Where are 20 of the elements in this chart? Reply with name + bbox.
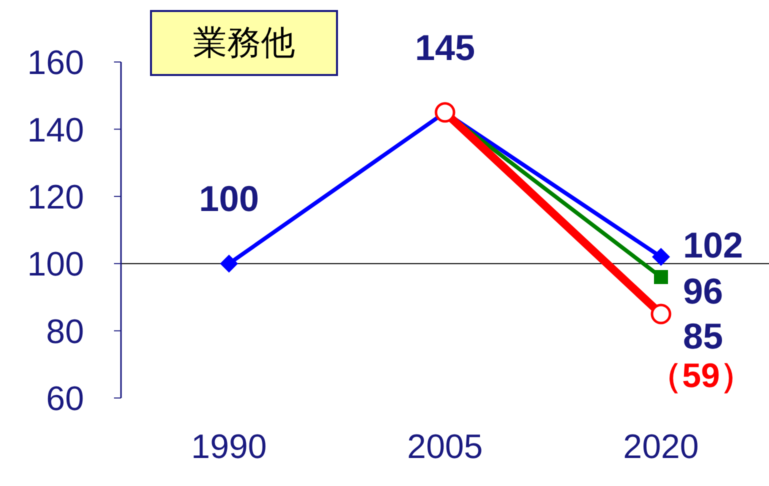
y-tick-label: 80 [46,312,84,351]
data-label: 85 [683,316,724,356]
data-label: 102 [683,224,744,266]
data-label: 100 [198,178,260,220]
y-tick-label: 100 [27,246,84,284]
y-tick-label: 140 [27,111,84,150]
annotation: （59） [648,357,754,395]
point [220,254,238,273]
data-label: 145 [414,26,476,68]
chart-title: 業務他 [150,10,338,76]
x-tick-label: 1990 [191,428,267,466]
point [650,304,672,324]
point [652,248,670,266]
x-tick-label: 2020 [623,428,699,466]
data-label: 96 [683,270,724,312]
x-tick-label: 2005 [407,428,483,466]
y-tick-label: 60 [46,380,84,418]
point [654,270,668,284]
y-tick-label: 120 [27,178,84,216]
y-tick-label: 160 [27,44,84,82]
